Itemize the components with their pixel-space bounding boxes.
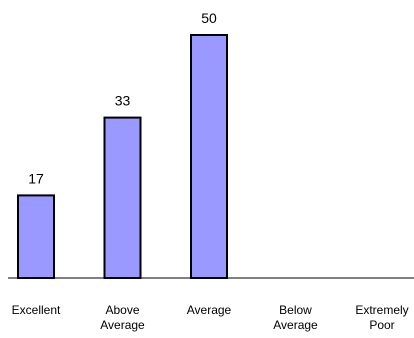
category-label-below-average: Below Average [273, 303, 318, 332]
category-label-above-average: Above Average [100, 303, 145, 332]
value-labels-group: 17 33 50 [28, 10, 217, 186]
bars-group [17, 34, 228, 279]
value-label-above-average: 33 [115, 93, 131, 109]
value-label-average: 50 [201, 10, 217, 26]
bar-average [190, 34, 228, 279]
bar-above-average [103, 116, 142, 279]
category-labels-group: Excellent Above Average Average Below Average… [12, 303, 409, 332]
category-label-excellent: Excellent [12, 303, 61, 317]
bar-excellent [17, 194, 55, 279]
category-label-average: Average [187, 303, 232, 317]
category-label-extremely-poor: Extremely Poor [355, 303, 408, 332]
value-label-excellent: 17 [28, 170, 44, 186]
